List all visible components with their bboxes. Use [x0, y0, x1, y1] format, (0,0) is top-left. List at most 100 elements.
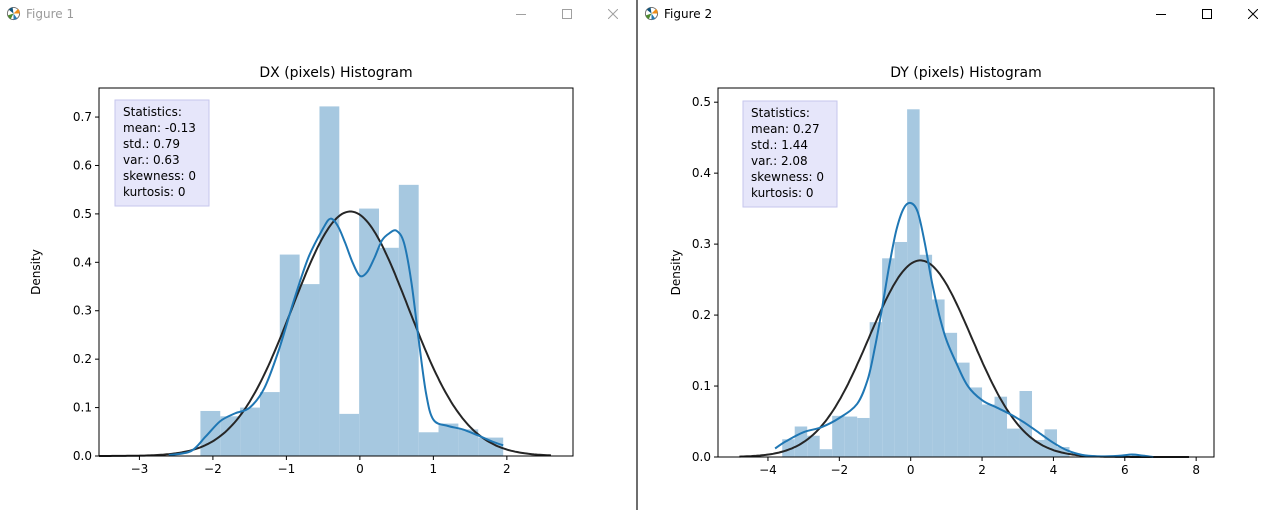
minimize-button[interactable]	[498, 0, 544, 28]
figure-2-window: Figure 2 −4 −2 0 2 4 6 8 0.0 0.1 0.2 0.3 0.4 0.5 DY (…	[638, 0, 1277, 510]
maximize-button[interactable]	[544, 0, 590, 28]
histogram-bar-12	[932, 299, 945, 457]
histogram-bar-8	[882, 258, 895, 457]
histogram-bar-7	[339, 413, 360, 456]
histogram-bar-0	[200, 410, 221, 456]
histogram-bar-18	[1007, 428, 1020, 457]
plot-frame	[98, 87, 574, 457]
window-title: Figure 2	[664, 7, 713, 21]
dx-histogram-chart: −3 −2 −1 0 1 2 0.0 0.1 0.2 0.3 0.4 0.5 0.6 0.7 DX (pix…	[29, 65, 574, 476]
statistics-line: var.: 0.63	[123, 153, 180, 167]
histogram-bar-5	[844, 416, 858, 457]
plot-frame	[717, 87, 1215, 458]
window-titlebar[interactable]: Figure 2	[638, 0, 1277, 28]
statistics-line: Statistics:	[123, 105, 182, 119]
y-tick-label: 0.4	[73, 255, 92, 269]
close-button[interactable]	[1230, 0, 1276, 28]
kde-line	[168, 217, 504, 456]
y-tick-label: 0.2	[73, 352, 92, 366]
histogram-bar-8	[359, 208, 379, 456]
histogram-bar-9	[894, 241, 908, 457]
kde-line	[774, 201, 1154, 458]
statistics-line: std.: 0.79	[123, 137, 180, 151]
histogram-bar-9	[378, 247, 399, 456]
histogram-bar-12	[438, 423, 459, 456]
y-tick-label: 0.3	[73, 304, 92, 318]
chart-title: DX (pixels) Histogram	[259, 65, 412, 81]
dy-histogram-chart: −4 −2 0 2 4 6 8 0.0 0.1 0.2 0.3 0.4 0.5 DY (pixels) H…	[669, 65, 1215, 477]
figure-1-window: Figure 1 −3 −2 −1 0 1 2 0.0 0.1 0.2 0.3 0.4 0.5 0.6 0…	[0, 0, 636, 510]
histogram-bar-13	[458, 429, 479, 456]
statistics-line: Statistics:	[751, 106, 810, 120]
x-tick-label: 8	[1192, 463, 1200, 477]
close-icon	[608, 9, 618, 19]
y-tick-label: 0.5	[73, 207, 92, 221]
x-tick-label: 1	[430, 462, 438, 476]
window-titlebar[interactable]: Figure 1	[0, 0, 636, 28]
histogram-bar-0	[782, 439, 795, 457]
statistics-line: kurtosis: 0	[751, 186, 814, 200]
window-title: Figure 1	[26, 7, 75, 21]
statistics-line: std.: 1.44	[751, 138, 808, 152]
statistics-line: var.: 2.08	[751, 154, 808, 168]
histogram-bar-11	[418, 432, 439, 456]
y-tick-label: 0.3	[692, 237, 711, 251]
histogram-bar-3	[819, 449, 833, 457]
statistics-line: skewness: 0	[751, 170, 824, 184]
y-axis-label: Density	[669, 250, 683, 296]
x-tick-label: −2	[204, 462, 222, 476]
histogram-bar-11	[919, 254, 933, 457]
histogram-bar-6	[319, 106, 340, 457]
y-tick-label: 0.6	[73, 158, 92, 172]
y-tick-label: 0.1	[692, 379, 711, 393]
y-axis-label: Density	[29, 249, 43, 295]
x-tick-label: 0	[907, 463, 915, 477]
histogram-bar-10	[398, 184, 419, 456]
y-tick-label: 0.5	[692, 95, 711, 109]
minimize-button[interactable]	[1138, 0, 1184, 28]
statistics-box	[742, 100, 838, 208]
y-tick-label: 0.1	[73, 401, 92, 415]
minimize-icon	[516, 14, 526, 15]
x-tick-label: −4	[759, 463, 777, 477]
histogram-bar-5	[299, 284, 320, 456]
matplotlib-logo-icon	[6, 6, 21, 21]
statistics-box	[114, 99, 210, 207]
histogram-bar-2	[807, 435, 820, 457]
matplotlib-logo-icon	[644, 6, 659, 21]
x-tick-label: −2	[830, 463, 848, 477]
histogram-bar-13	[944, 332, 958, 457]
x-tick-label: 4	[1050, 463, 1058, 477]
statistics-line: kurtosis: 0	[123, 185, 186, 199]
histogram-bar-2	[240, 407, 260, 456]
histogram-bar-16	[982, 404, 995, 457]
close-button[interactable]	[590, 0, 636, 28]
close-icon	[1248, 9, 1258, 19]
histogram-bar-10	[907, 109, 920, 458]
histogram-bars	[200, 106, 504, 457]
minimize-icon	[1156, 14, 1166, 15]
x-tick-label: 2	[503, 462, 511, 476]
statistics-line: mean: -0.13	[123, 121, 196, 135]
maximize-icon	[562, 9, 572, 19]
x-tick-label: −3	[131, 462, 149, 476]
maximize-button[interactable]	[1184, 0, 1230, 28]
y-tick-label: 0.0	[73, 449, 92, 463]
histogram-bar-1	[220, 416, 241, 456]
x-tick-label: 0	[356, 462, 364, 476]
x-tick-label: −1	[278, 462, 296, 476]
statistics-line: mean: 0.27	[751, 122, 820, 136]
y-tick-label: 0.0	[692, 450, 711, 464]
histogram-bar-4	[279, 254, 300, 456]
histogram-bar-6	[857, 417, 870, 457]
histogram-bar-14	[957, 362, 970, 457]
histogram-bars	[782, 109, 1145, 458]
histogram-bar-15	[969, 387, 983, 457]
x-tick-label: 2	[978, 463, 986, 477]
maximize-icon	[1202, 9, 1212, 19]
window-divider	[636, 0, 638, 510]
x-tick-label: 6	[1121, 463, 1129, 477]
statistics-line: skewness: 0	[123, 169, 196, 183]
y-tick-label: 0.4	[692, 166, 711, 180]
y-tick-label: 0.7	[73, 110, 92, 124]
